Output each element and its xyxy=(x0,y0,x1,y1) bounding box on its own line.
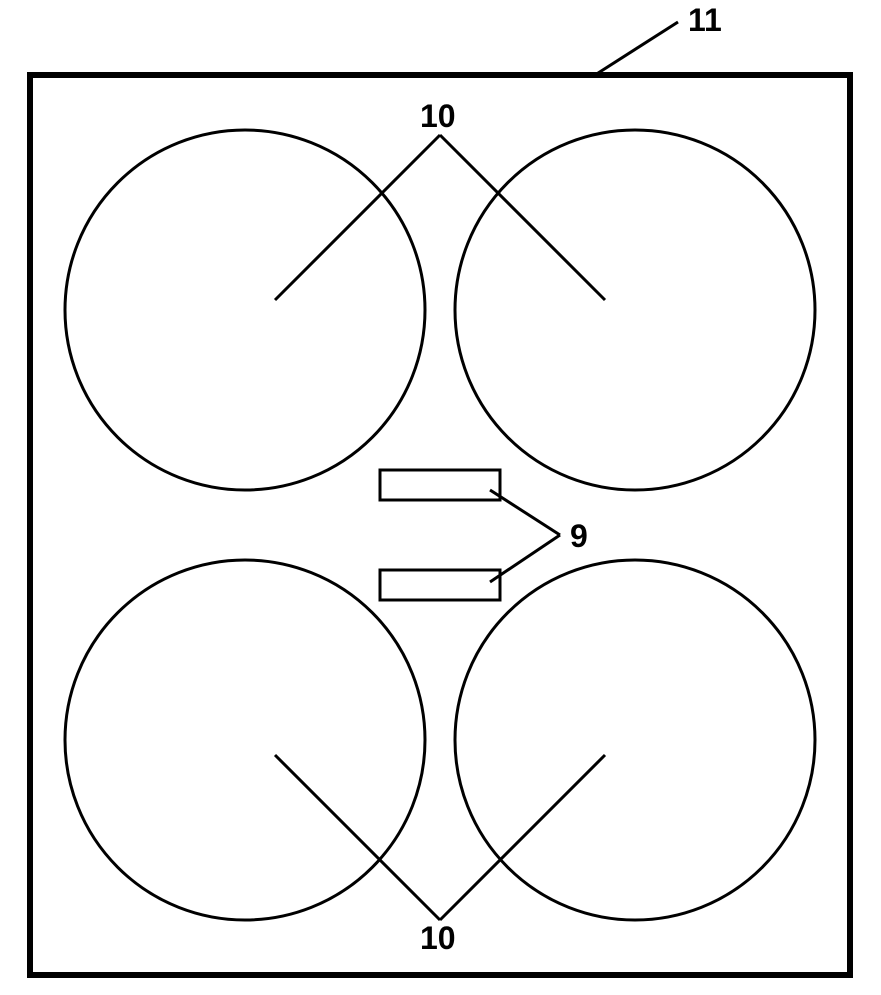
diagram-container: 11 10 10 9 xyxy=(0,0,881,995)
technical-diagram xyxy=(0,0,881,995)
label-10-top: 10 xyxy=(420,98,456,135)
label-11: 11 xyxy=(688,2,722,39)
label-9: 9 xyxy=(570,518,588,555)
label-10-bottom: 10 xyxy=(420,920,456,957)
